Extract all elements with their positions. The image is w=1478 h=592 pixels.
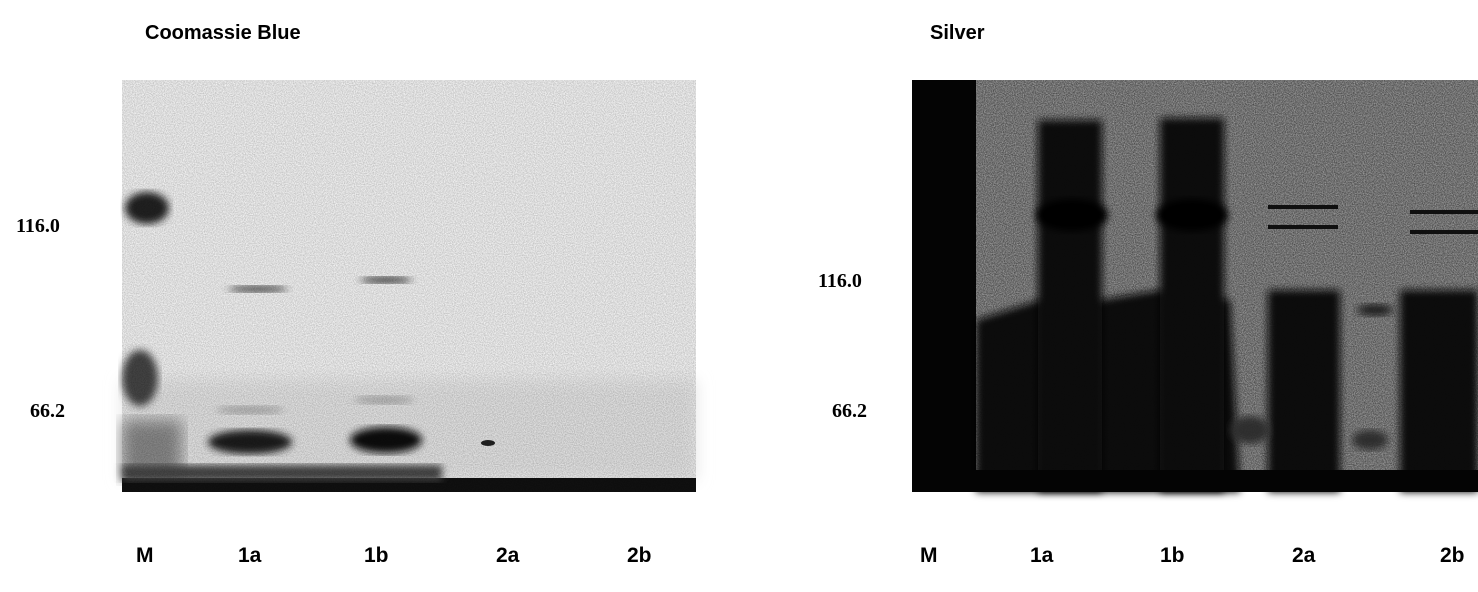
- marker-label: 116.0: [16, 215, 60, 237]
- marker-label: 116.0: [818, 270, 862, 292]
- marker-label: 66.2: [832, 400, 867, 422]
- lane-label: 2a: [496, 544, 520, 567]
- panel-title: Coomassie Blue: [145, 22, 301, 44]
- lane-label: 1a: [1030, 544, 1054, 567]
- lane-label: 2a: [1292, 544, 1316, 567]
- lane-label: M: [920, 544, 938, 567]
- lane-label: 1a: [238, 544, 262, 567]
- panel-title: Silver: [930, 22, 985, 44]
- coomassie-gel: [122, 80, 696, 492]
- lane-label: M: [136, 544, 154, 567]
- lane-label: 1b: [1160, 544, 1185, 567]
- silver-gel: [912, 80, 1478, 492]
- marker-label: 66.2: [30, 400, 65, 422]
- lane-label: 2b: [1440, 544, 1465, 567]
- lane-label: 2b: [627, 544, 652, 567]
- lane-label: 1b: [364, 544, 389, 567]
